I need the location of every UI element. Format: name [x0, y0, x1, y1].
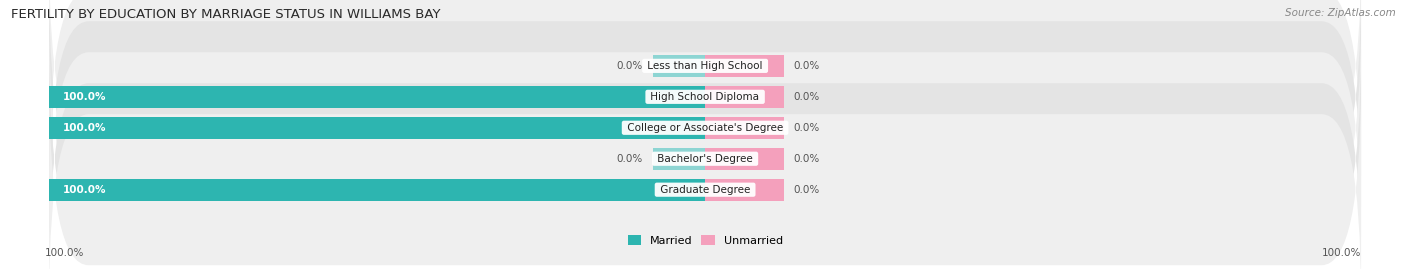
Bar	[49, 117, 706, 139]
Text: 0.0%: 0.0%	[617, 61, 643, 71]
Text: 0.0%: 0.0%	[793, 123, 820, 133]
Bar	[706, 148, 783, 170]
Text: High School Diploma: High School Diploma	[648, 92, 762, 102]
Bar	[652, 55, 706, 77]
Text: 100.0%: 100.0%	[1322, 248, 1361, 258]
Text: 0.0%: 0.0%	[793, 185, 820, 195]
Bar	[652, 148, 706, 170]
Text: Graduate Degree: Graduate Degree	[657, 185, 754, 195]
Text: 0.0%: 0.0%	[793, 61, 820, 71]
FancyBboxPatch shape	[49, 79, 1361, 269]
Text: 100.0%: 100.0%	[62, 185, 105, 195]
Bar	[706, 117, 783, 139]
FancyBboxPatch shape	[49, 0, 1361, 176]
FancyBboxPatch shape	[49, 48, 1361, 269]
FancyBboxPatch shape	[49, 17, 1361, 238]
Bar	[706, 55, 783, 77]
Text: 0.0%: 0.0%	[793, 92, 820, 102]
Legend: Married, Unmarried: Married, Unmarried	[623, 231, 787, 250]
Text: Source: ZipAtlas.com: Source: ZipAtlas.com	[1285, 8, 1396, 18]
Bar	[706, 179, 783, 201]
FancyBboxPatch shape	[49, 0, 1361, 207]
Text: 0.0%: 0.0%	[793, 154, 820, 164]
Text: Less than High School: Less than High School	[644, 61, 766, 71]
Text: 100.0%: 100.0%	[45, 248, 84, 258]
Text: FERTILITY BY EDUCATION BY MARRIAGE STATUS IN WILLIAMS BAY: FERTILITY BY EDUCATION BY MARRIAGE STATU…	[11, 8, 440, 21]
Text: College or Associate's Degree: College or Associate's Degree	[624, 123, 786, 133]
Bar	[706, 86, 783, 108]
Text: Bachelor's Degree: Bachelor's Degree	[654, 154, 756, 164]
Bar	[49, 179, 706, 201]
Text: 100.0%: 100.0%	[62, 123, 105, 133]
Text: 0.0%: 0.0%	[617, 154, 643, 164]
Text: 100.0%: 100.0%	[62, 92, 105, 102]
Bar	[49, 86, 706, 108]
